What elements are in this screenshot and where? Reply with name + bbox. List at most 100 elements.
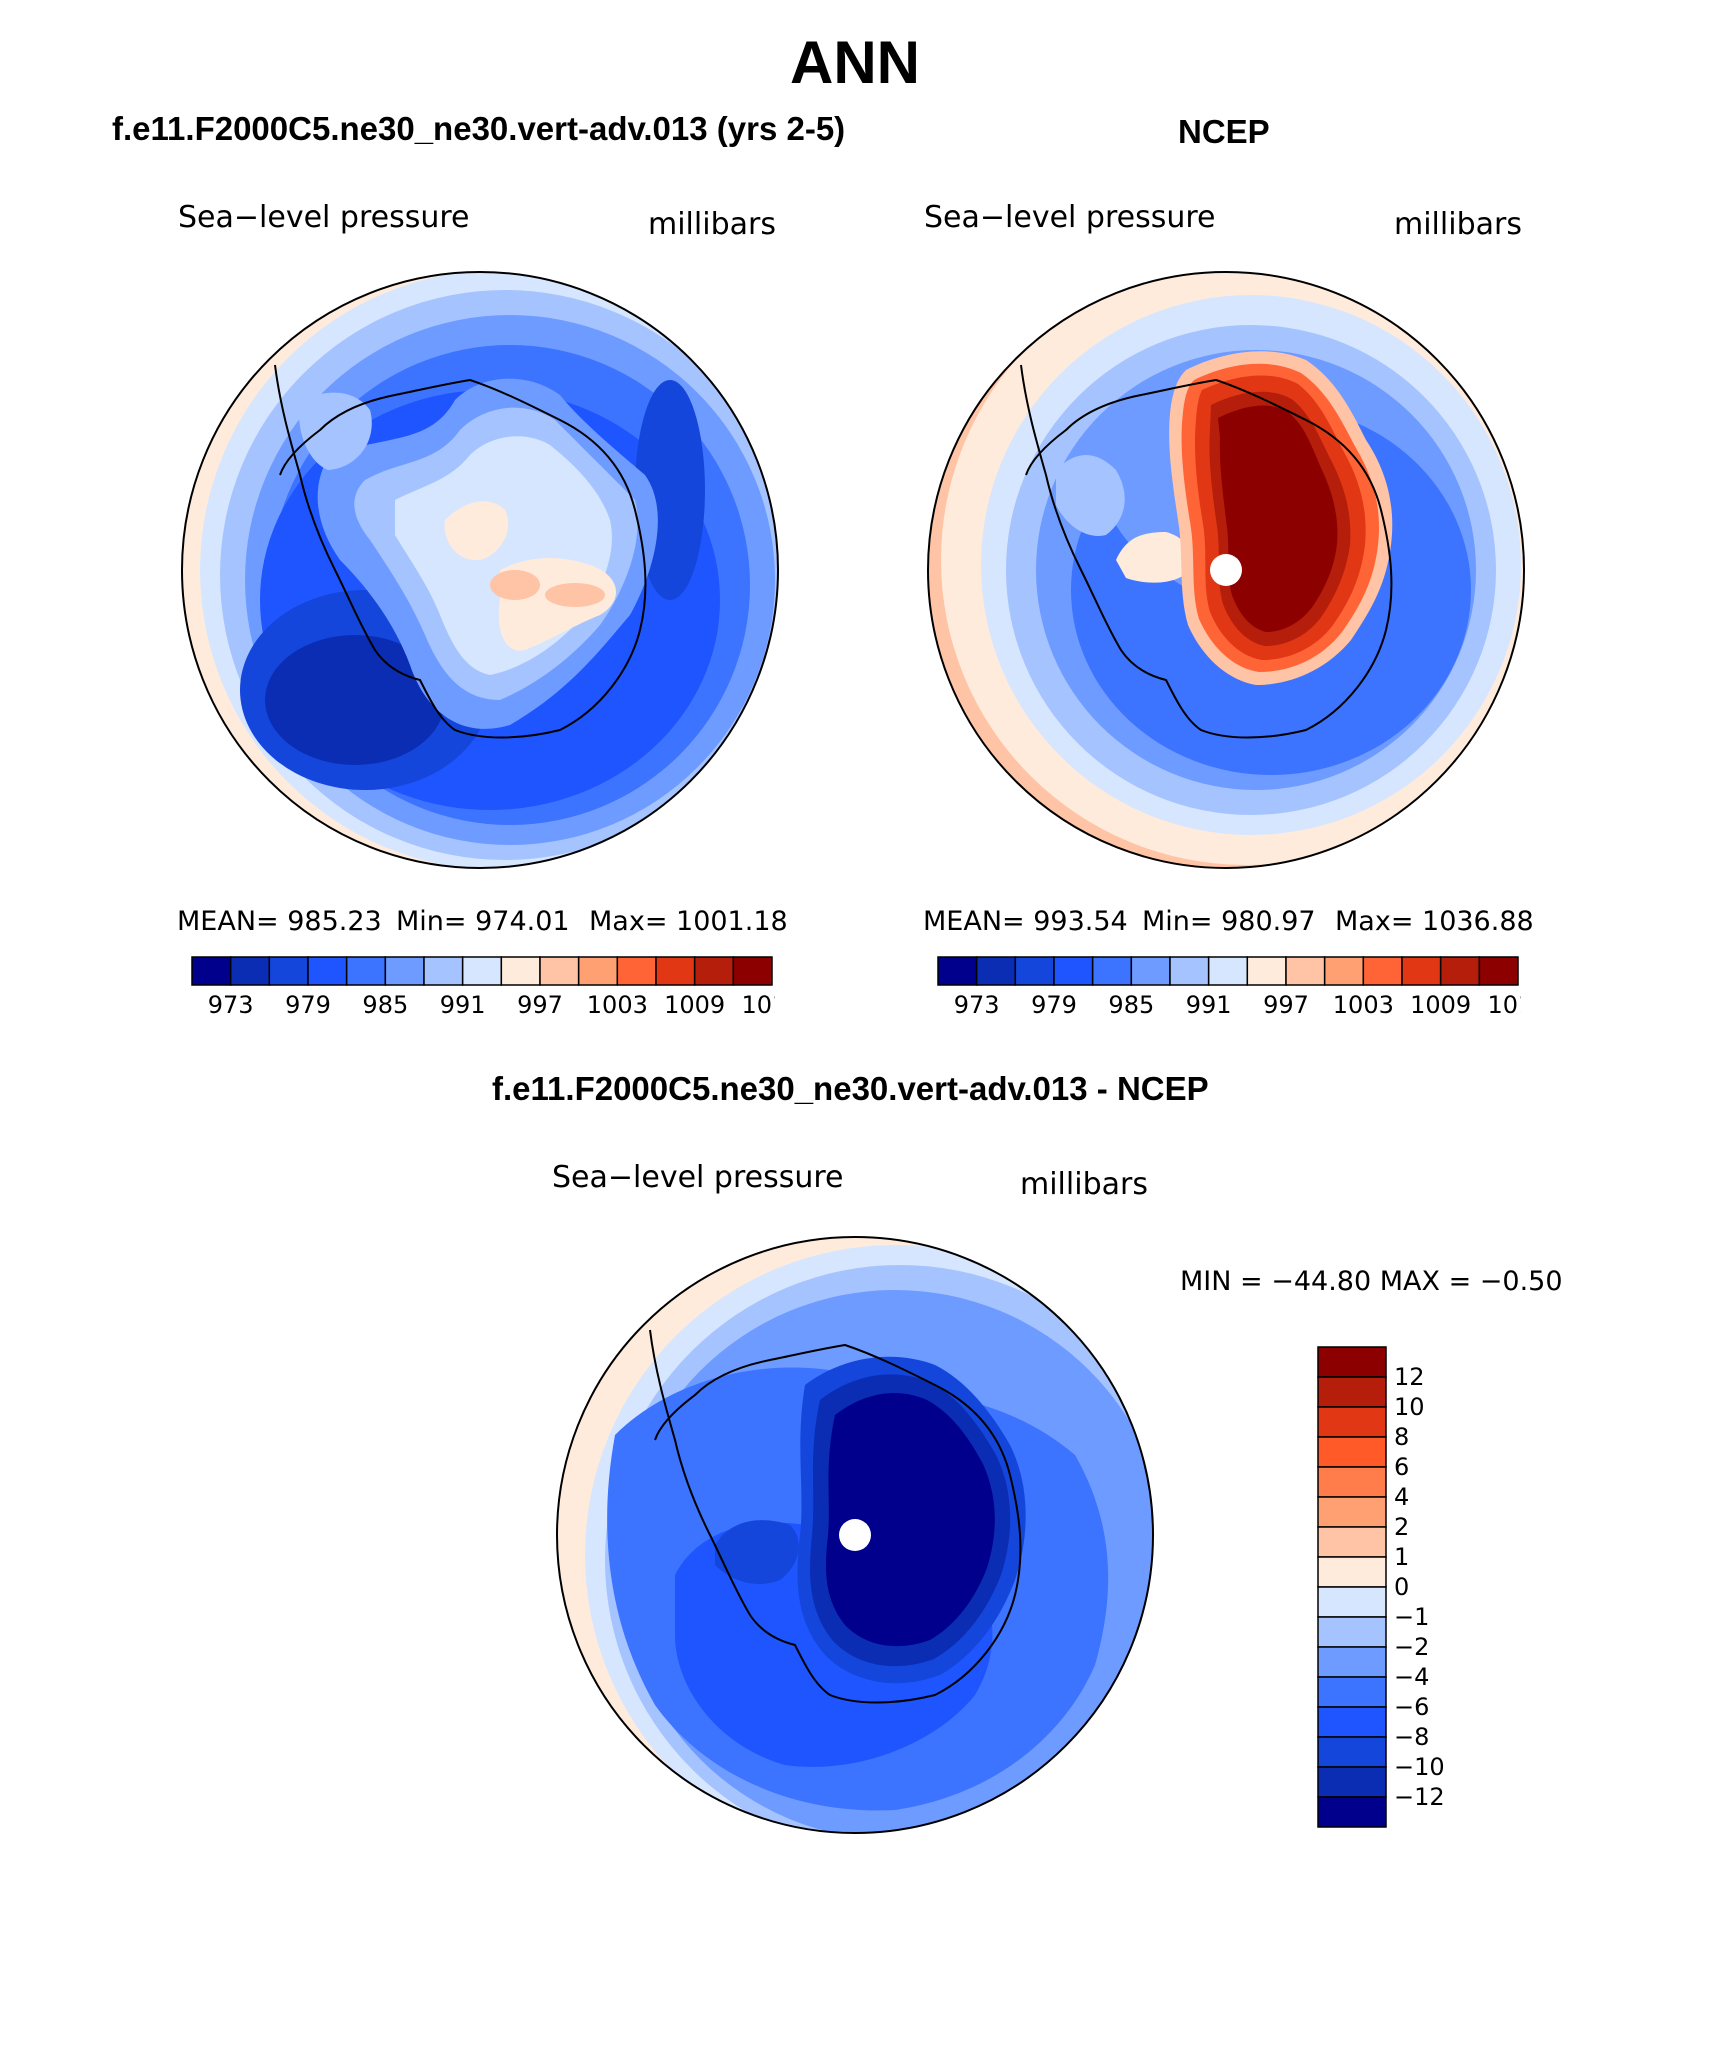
difference-polar-map — [556, 1236, 1154, 1834]
ncep-colorbar-swatch — [1439, 956, 1481, 986]
ncep-colorbar-tick-label: 1009 — [1410, 991, 1471, 1019]
difference-colorbar-swatch — [1317, 1556, 1387, 1588]
ncep-colorbar-swatch — [1014, 956, 1055, 986]
ncep-colorbar-tick-label: 1015 — [1487, 991, 1521, 1019]
ncep-colorbar-swatch — [1362, 956, 1403, 986]
difference-colorbar-tick-label: −4 — [1394, 1663, 1429, 1691]
difference-colorbar-swatch — [1317, 1436, 1387, 1468]
difference-colorbar-tick-label: −1 — [1394, 1603, 1429, 1631]
ncep-colorbar-swatch — [1169, 956, 1210, 986]
difference-colorbar-tick-label: 12 — [1394, 1363, 1425, 1391]
model-polar-map — [181, 271, 779, 869]
model-colorbar-tick-label: 997 — [517, 991, 563, 1019]
ncep-colorbar-tick-label: 973 — [954, 991, 1000, 1019]
difference-colorbar-swatch — [1317, 1736, 1387, 1768]
difference-colorbar-tick-label: −8 — [1394, 1723, 1429, 1751]
difference-colorbar-swatch — [1317, 1346, 1387, 1378]
ncep-polar-map — [927, 271, 1525, 869]
model-colorbar-swatch — [655, 956, 696, 986]
difference-colorbar-tick-label: 2 — [1394, 1513, 1409, 1541]
page-title: ANN — [790, 29, 920, 96]
difference-colorbar-tick-label: −12 — [1394, 1783, 1445, 1811]
difference-field-label: Sea−level pressure — [552, 1160, 844, 1195]
model-colorbar-tick-label: 985 — [362, 991, 408, 1019]
difference-colorbar-swatch — [1317, 1616, 1387, 1648]
model-colorbar-tick-label: 991 — [440, 991, 486, 1019]
ncep-colorbar-swatch — [1323, 956, 1365, 986]
difference-colorbar-swatch — [1317, 1496, 1387, 1528]
ncep-colorbar-swatch — [1130, 956, 1171, 986]
difference-contour-level — [825, 1392, 995, 1647]
ncep-colorbar-swatch — [1478, 956, 1519, 986]
difference-pole-marker — [839, 1519, 871, 1551]
model-colorbar-tick-label: 1009 — [664, 991, 725, 1019]
model-contour-level — [298, 392, 372, 470]
ncep-colorbar-swatch — [1246, 956, 1287, 986]
model-colorbar-swatch — [461, 956, 503, 986]
ncep-colorbar-swatch — [1053, 956, 1094, 986]
model-mean-stat: MEAN= 985.23 — [177, 906, 382, 937]
difference-colorbar-tick-label: −2 — [1394, 1633, 1429, 1661]
ncep-mean-stat: MEAN= 993.54 — [923, 906, 1128, 937]
model-max-stat: Max= 1001.18 — [589, 906, 788, 937]
difference-colorbar-tick-label: 10 — [1394, 1393, 1425, 1421]
model-colorbar-tick-label: 1003 — [587, 991, 648, 1019]
ncep-min-stat: Min= 980.97 — [1142, 906, 1316, 937]
difference-colorbar-tick-label: 6 — [1394, 1453, 1409, 1481]
ncep-colorbar-tick-label: 997 — [1263, 991, 1309, 1019]
ncep-colorbar-tick-label: 991 — [1186, 991, 1232, 1019]
model-colorbar-swatch — [423, 956, 464, 986]
ncep-contour-level — [1116, 532, 1192, 583]
difference-colorbar-swatch — [1317, 1466, 1387, 1498]
ncep-colorbar-tick-label: 985 — [1108, 991, 1154, 1019]
difference-colorbar-tick-label: −10 — [1394, 1753, 1445, 1781]
model-contour-level — [545, 583, 605, 607]
model-colorbar-swatch — [732, 956, 773, 986]
difference-colorbar-swatch — [1317, 1376, 1387, 1408]
difference-colorbar-tick-label: 0 — [1394, 1573, 1409, 1601]
model-colorbar-tick-label: 979 — [285, 991, 331, 1019]
ncep-colorbar-swatch — [1091, 956, 1133, 986]
ncep-pole-marker — [1210, 554, 1242, 586]
model-colorbar-swatch — [268, 956, 309, 986]
difference-colorbar-tick-label: 1 — [1394, 1543, 1409, 1571]
model-coastline — [274, 364, 647, 739]
ncep-contour-level — [1218, 405, 1338, 632]
model-colorbar-swatch — [539, 956, 580, 986]
difference-colorbar-tick-label: 8 — [1394, 1423, 1409, 1451]
model-colorbar-swatch — [345, 956, 387, 986]
ncep-max-stat: Max= 1036.88 — [1335, 906, 1534, 937]
difference-panel-heading: f.e11.F2000C5.ne30_ne30.vert-adv.013 - N… — [492, 1070, 1209, 1107]
difference-colorbar-swatch — [1317, 1646, 1387, 1678]
ncep-contour-level — [1056, 455, 1125, 536]
ncep-colorbar-tick-label: 979 — [1031, 991, 1077, 1019]
ncep-map-border — [927, 271, 1525, 869]
model-colorbar-swatch — [307, 956, 348, 986]
difference-units-label: millibars — [1020, 1167, 1148, 1202]
ncep-colorbar-swatch — [937, 956, 978, 986]
ncep-colorbar-swatch — [1207, 956, 1249, 986]
model-colorbar-swatch — [229, 956, 271, 986]
model-units-label: millibars — [648, 207, 776, 242]
difference-minmax-label: MIN = −44.80 MAX = −0.50 — [1180, 1266, 1563, 1297]
difference-colorbar-tick-label: −6 — [1394, 1693, 1429, 1721]
model-colorbar-swatch — [384, 956, 425, 986]
ncep-panel-heading: NCEP — [1178, 113, 1270, 150]
ncep-units-label: millibars — [1394, 207, 1522, 242]
model-colorbar-swatch — [500, 956, 541, 986]
model-field-label: Sea−level pressure — [178, 200, 470, 235]
ncep-colorbar-swatch — [975, 956, 1017, 986]
difference-colorbar-swatch — [1317, 1676, 1387, 1708]
difference-colorbar-swatch — [1317, 1586, 1387, 1618]
model-colorbar-tick-label: 1015 — [741, 991, 775, 1019]
difference-colorbar-swatch — [1317, 1526, 1387, 1558]
model-contour-level — [265, 635, 445, 765]
ncep-coastline — [1020, 364, 1393, 739]
difference-colorbar-swatch — [1317, 1766, 1387, 1798]
difference-colorbar-tick-label: 4 — [1394, 1483, 1409, 1511]
ncep-field-label: Sea−level pressure — [924, 200, 1216, 235]
ncep-colorbar-tick-label: 1003 — [1333, 991, 1394, 1019]
ncep-colorbar: 973 979 985 991 997 1003 1009 1015 — [937, 956, 1521, 1019]
model-colorbar-swatch — [577, 956, 619, 986]
